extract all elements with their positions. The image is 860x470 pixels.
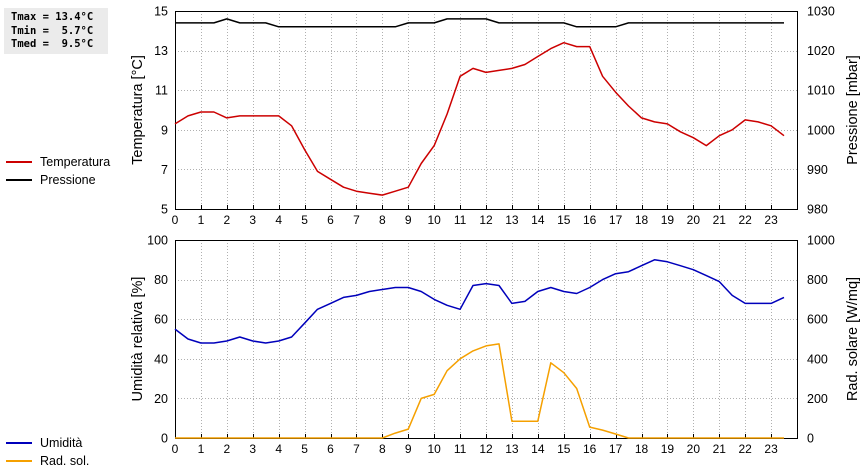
legend-label-umidita: Umidità xyxy=(40,436,83,450)
charts-canvas: 0 1 2 3 4 5 6 7 8 9 10 11 12 13 14 15 16 17 18 19 20 21 22 2357… xyxy=(130,5,860,457)
legend-top: Temperatura Pressione xyxy=(6,153,110,189)
bottom-chart-ytick-label: 60 xyxy=(154,313,168,327)
top-chart-xtick-label: 2 xyxy=(223,213,230,227)
bottom-chart-xtick-label: 9 xyxy=(405,442,412,456)
top-chart-xtick-label: 20 xyxy=(687,213,701,227)
bottom-chart-xtick-label: 23 xyxy=(764,442,778,456)
top-chart-xtick-label: 10 xyxy=(427,213,441,227)
bottom-chart-xtick-label: 6 xyxy=(327,442,334,456)
bottom-chart-ytick-label: 100 xyxy=(147,234,168,248)
top-chart-y2label: Pressione [mbar] xyxy=(845,55,860,165)
bottom-chart-xtick-label: 12 xyxy=(479,442,493,456)
legend-label-pressione: Pressione xyxy=(40,173,96,187)
top-chart-xtick-label: 13 xyxy=(505,213,519,227)
bottom-chart-xtick-label: 18 xyxy=(635,442,649,456)
bottom-chart-xtick-label: 8 xyxy=(379,442,386,456)
stat-tmax: Tmax = 13.4°C xyxy=(11,11,94,23)
legend-swatch-pressione xyxy=(6,179,32,181)
legend-item-pressione: Pressione xyxy=(6,171,110,189)
bottom-chart-xtick-label: 21 xyxy=(713,442,727,456)
stat-tmed: Tmed = 9.5°C xyxy=(11,38,94,50)
top-chart-xtick-label: 1 xyxy=(198,213,205,227)
bottom-chart-xtick-label: 10 xyxy=(427,442,441,456)
top-chart-y2tick-label: 990 xyxy=(807,163,828,177)
top-chart-ylabel: Temperatura [°C] xyxy=(130,55,146,165)
bottom-chart-y2tick-label: 1000 xyxy=(807,234,835,248)
legend-item-umidita: Umidità xyxy=(6,434,89,452)
top-chart-xtick-label: 4 xyxy=(275,213,282,227)
bottom-chart-xtick-label: 3 xyxy=(249,442,256,456)
top-chart-ytick-label: 7 xyxy=(161,163,168,177)
bottom-chart-xtick-label: 11 xyxy=(454,442,467,456)
bottom-chart-ylabel: Umidità relativa [%] xyxy=(130,277,146,402)
bottom-chart-xtick-label: 5 xyxy=(301,442,308,456)
legend-swatch-temperatura xyxy=(6,161,32,163)
bottom-chart-xtick-label: 2 xyxy=(223,442,230,456)
bottom-chart-y2tick-label: 400 xyxy=(807,352,828,366)
top-chart-ytick-label: 11 xyxy=(155,84,168,98)
top-chart-xtick-label: 3 xyxy=(249,213,256,227)
top-chart-y2tick-label: 1020 xyxy=(807,44,835,58)
bottom-chart-frame xyxy=(175,240,798,439)
top-chart-ytick-label: 13 xyxy=(154,44,168,58)
top-chart-xtick-label: 8 xyxy=(379,213,386,227)
top-chart-y2tick-label: 1010 xyxy=(807,84,835,98)
top-chart-series-temperatura xyxy=(174,41,785,196)
bottom-chart-xtick-label: 13 xyxy=(505,442,519,456)
top-chart-xtick-label: 14 xyxy=(531,213,545,227)
bottom-chart-ytick-label: 20 xyxy=(154,392,168,406)
bottom-chart-y2tick-label: 200 xyxy=(807,392,828,406)
bottom-chart-ytick-label: 40 xyxy=(154,352,168,366)
bottom-chart-series-rad-sol xyxy=(175,343,784,439)
top-chart-xtick-label: 19 xyxy=(661,213,675,227)
top-chart-frame xyxy=(175,11,798,210)
top-chart-xtick-label: 7 xyxy=(353,213,360,227)
bottom-chart-xtick-label: 22 xyxy=(738,442,752,456)
legend-swatch-umidita xyxy=(6,442,32,444)
stat-tmin: Tmin = 5.7°C xyxy=(11,24,94,37)
top-chart-xtick-label: 16 xyxy=(583,213,597,227)
bottom-chart-ytick-label: 80 xyxy=(154,273,168,287)
top-chart-xtick-label: 18 xyxy=(635,213,649,227)
top-chart-ytick-label: 15 xyxy=(154,5,168,19)
top-chart-ytick-label: 5 xyxy=(161,203,168,217)
bottom-chart-series-umidit xyxy=(174,259,785,344)
bottom-chart-xtick-label: 17 xyxy=(609,442,623,456)
top-chart-xtick-label: 5 xyxy=(301,213,308,227)
bottom-chart-xtick-label: 19 xyxy=(661,442,675,456)
bottom-chart-xtick-label: 1 xyxy=(198,442,205,456)
top-chart-y2tick-label: 980 xyxy=(807,203,828,217)
bottom-chart-ytick-label: 0 xyxy=(161,432,168,446)
bottom-chart-y2tick-label: 600 xyxy=(807,313,828,327)
bottom-chart-xtick-label: 20 xyxy=(687,442,701,456)
top-chart-xtick-label: 12 xyxy=(479,213,493,227)
bottom-chart-xtick-label: 7 xyxy=(353,442,360,456)
top-chart-xtick-label: 0 xyxy=(172,213,179,227)
stats-box: Tmax = 13.4°C Tmin = 5.7°C Tmed = 9.5°C xyxy=(4,8,108,54)
top-chart-y2tick-label: 1030 xyxy=(807,5,835,19)
top-chart-xtick-label: 23 xyxy=(764,213,778,227)
bottom-chart-xtick-label: 14 xyxy=(531,442,545,456)
bottom-chart-y2tick-label: 0 xyxy=(807,432,814,446)
top-chart-xtick-label: 9 xyxy=(405,213,412,227)
top-chart-series-pressione xyxy=(175,18,784,28)
top-chart-xtick-label: 17 xyxy=(609,213,623,227)
top-chart-y2tick-label: 1000 xyxy=(807,123,835,137)
top-chart-xtick-label: 15 xyxy=(557,213,571,227)
bottom-chart-y2tick-label: 800 xyxy=(807,273,828,287)
legend-item-temperatura: Temperatura xyxy=(6,153,110,171)
bottom-chart-xtick-label: 15 xyxy=(557,442,571,456)
bottom-chart-xtick-label: 0 xyxy=(172,442,179,456)
legend-swatch-rad-sol xyxy=(6,460,32,462)
top-chart-xtick-label: 11 xyxy=(454,213,467,227)
top-chart-xtick-label: 21 xyxy=(713,213,727,227)
bottom-chart-y2label: Rad. solare [W/mq] xyxy=(845,277,860,401)
top-chart-ytick-label: 9 xyxy=(161,123,168,137)
bottom-chart-xtick-label: 16 xyxy=(583,442,597,456)
top-chart-xtick-label: 22 xyxy=(738,213,752,227)
bottom-chart-xtick-label: 4 xyxy=(275,442,282,456)
top-chart-xtick-label: 6 xyxy=(327,213,334,227)
legend-label-temperatura: Temperatura xyxy=(40,155,111,169)
